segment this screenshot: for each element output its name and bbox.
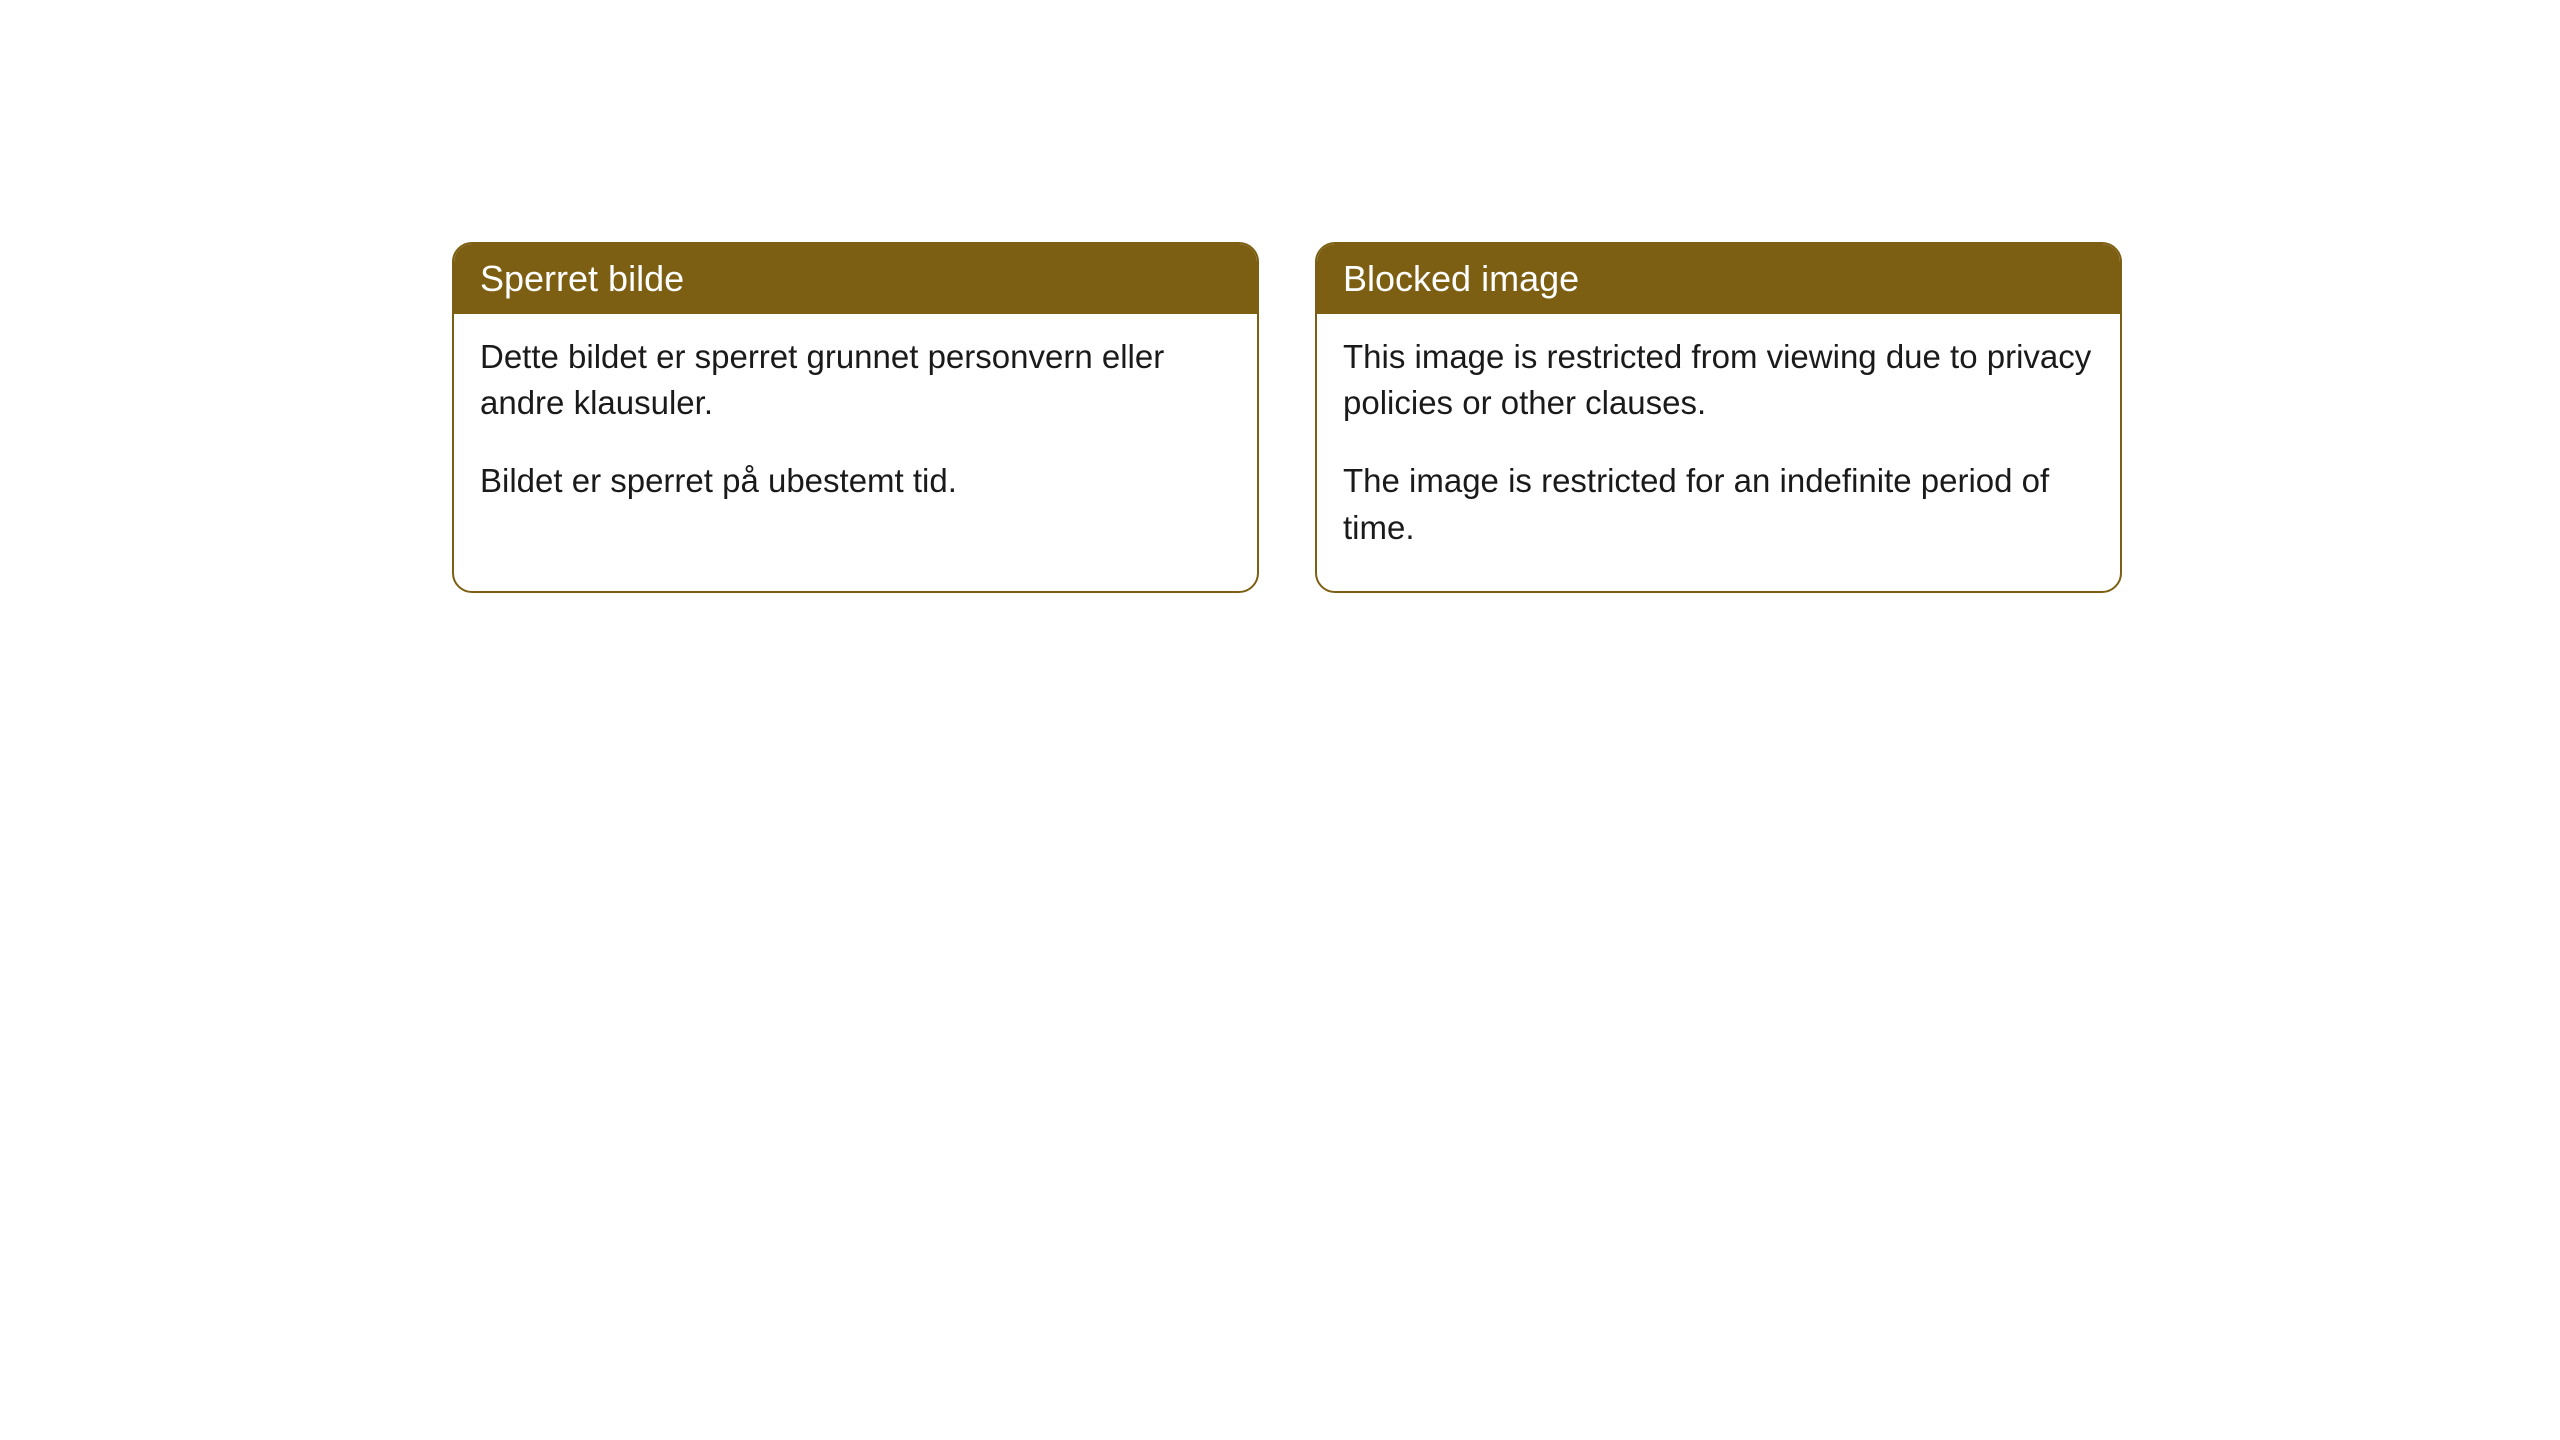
card-body-norwegian: Dette bildet er sperret grunnet personve…	[454, 314, 1257, 545]
notice-text-english-2: The image is restricted for an indefinit…	[1343, 458, 2094, 550]
card-header-norwegian: Sperret bilde	[454, 244, 1257, 314]
notice-text-english-1: This image is restricted from viewing du…	[1343, 334, 2094, 426]
blocked-image-card-english: Blocked image This image is restricted f…	[1315, 242, 2122, 593]
notice-text-norwegian-2: Bildet er sperret på ubestemt tid.	[480, 458, 1231, 504]
blocked-image-card-norwegian: Sperret bilde Dette bildet er sperret gr…	[452, 242, 1259, 593]
notice-text-norwegian-1: Dette bildet er sperret grunnet personve…	[480, 334, 1231, 426]
card-header-english: Blocked image	[1317, 244, 2120, 314]
card-body-english: This image is restricted from viewing du…	[1317, 314, 2120, 591]
notice-cards-container: Sperret bilde Dette bildet er sperret gr…	[452, 242, 2122, 593]
